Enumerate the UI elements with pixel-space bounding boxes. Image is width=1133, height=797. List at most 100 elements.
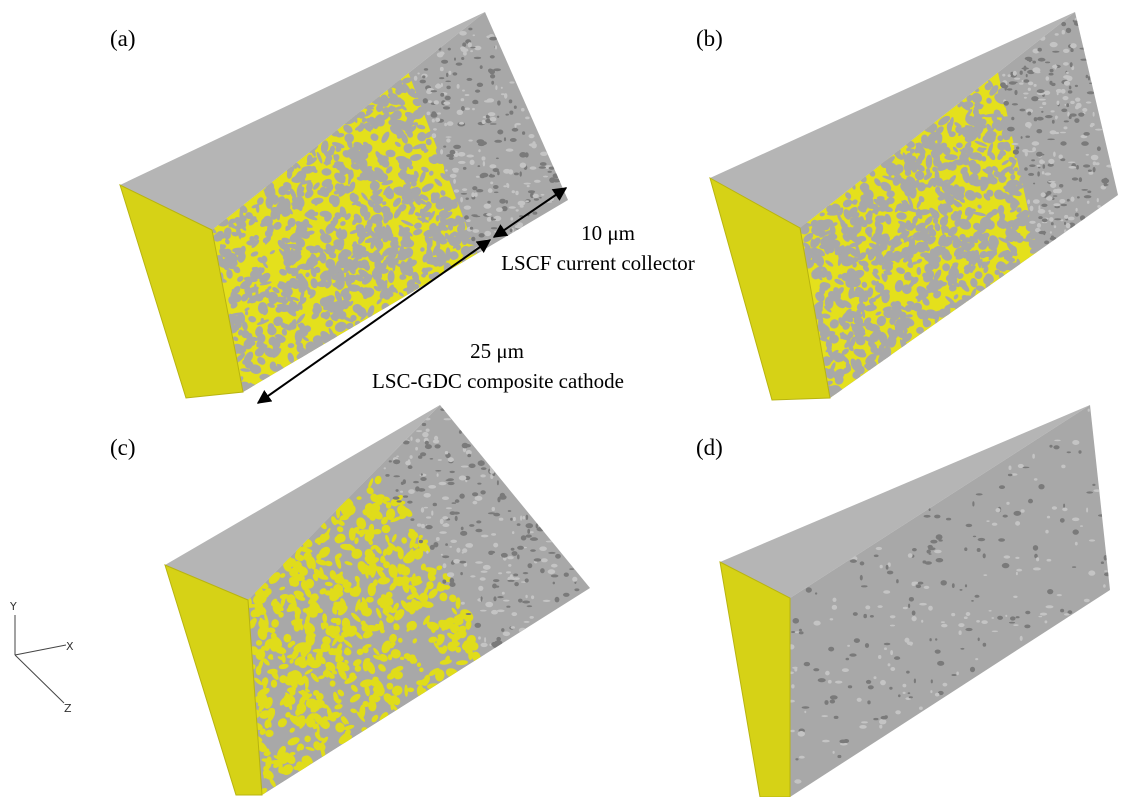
pore bbox=[430, 458, 434, 460]
pore bbox=[935, 650, 941, 654]
pore bbox=[464, 215, 469, 219]
pore bbox=[1088, 170, 1092, 172]
pore bbox=[465, 543, 473, 548]
pore bbox=[435, 118, 440, 122]
pore bbox=[943, 683, 948, 687]
pore bbox=[1027, 199, 1030, 204]
pore bbox=[1047, 516, 1050, 519]
pore bbox=[440, 408, 446, 411]
pore bbox=[421, 473, 423, 475]
pore bbox=[466, 155, 474, 158]
pore bbox=[921, 620, 923, 623]
pore bbox=[470, 575, 475, 577]
pore bbox=[504, 137, 506, 141]
pore bbox=[478, 165, 481, 167]
pore bbox=[992, 523, 998, 526]
pore bbox=[453, 559, 460, 564]
pore bbox=[866, 680, 871, 684]
pore bbox=[424, 507, 428, 509]
pore bbox=[1060, 518, 1065, 523]
pore bbox=[1010, 616, 1016, 620]
pore bbox=[1104, 555, 1108, 561]
pore bbox=[1045, 115, 1053, 118]
pore bbox=[1007, 88, 1013, 90]
pore bbox=[959, 630, 962, 635]
pore bbox=[1038, 48, 1042, 52]
pore bbox=[1087, 191, 1091, 194]
pore bbox=[459, 122, 464, 125]
pore bbox=[1061, 22, 1066, 26]
pore bbox=[1011, 143, 1018, 145]
pore bbox=[471, 214, 477, 216]
pore bbox=[494, 192, 499, 194]
sample-box bbox=[710, 12, 1118, 402]
pore bbox=[467, 454, 471, 458]
pore bbox=[1073, 529, 1079, 534]
pore bbox=[514, 106, 517, 109]
pore bbox=[432, 119, 435, 123]
pore bbox=[496, 207, 503, 212]
pore bbox=[1049, 217, 1053, 222]
pore bbox=[1013, 596, 1017, 598]
pore bbox=[999, 485, 1005, 489]
pore bbox=[507, 184, 509, 189]
pore bbox=[420, 80, 426, 84]
pore bbox=[507, 580, 514, 582]
pore bbox=[1064, 81, 1070, 86]
pore bbox=[496, 637, 501, 641]
pore bbox=[468, 28, 472, 31]
pore bbox=[1063, 504, 1065, 508]
pore bbox=[524, 183, 531, 185]
pore bbox=[502, 592, 505, 595]
pore bbox=[874, 676, 877, 679]
pore bbox=[539, 166, 546, 168]
pore bbox=[448, 457, 454, 462]
pore bbox=[489, 164, 496, 168]
pore bbox=[1059, 199, 1065, 203]
panel-label: (c) bbox=[110, 435, 136, 460]
pore bbox=[417, 523, 422, 526]
pore bbox=[439, 531, 446, 534]
pore bbox=[870, 615, 874, 618]
pore bbox=[492, 507, 495, 511]
pore bbox=[1066, 103, 1069, 107]
pore bbox=[830, 700, 835, 704]
pore bbox=[996, 508, 1001, 512]
pore bbox=[549, 167, 555, 170]
pore bbox=[478, 460, 485, 466]
pore bbox=[520, 205, 524, 208]
pore bbox=[514, 577, 520, 580]
pore bbox=[459, 561, 466, 564]
pore bbox=[1082, 108, 1087, 112]
pore bbox=[497, 100, 501, 105]
pore bbox=[435, 444, 441, 448]
pore bbox=[458, 161, 466, 164]
pore bbox=[493, 543, 498, 548]
pore bbox=[1015, 557, 1019, 559]
pore bbox=[1016, 569, 1022, 572]
pore bbox=[1030, 206, 1034, 212]
pore bbox=[456, 63, 463, 66]
pore bbox=[919, 603, 927, 606]
pore bbox=[1025, 57, 1033, 61]
pore bbox=[472, 186, 477, 190]
pore bbox=[445, 543, 448, 546]
pore bbox=[847, 645, 850, 647]
pore bbox=[517, 546, 524, 550]
pore bbox=[1104, 573, 1112, 577]
pore bbox=[997, 616, 1003, 620]
pore bbox=[407, 501, 412, 504]
pore bbox=[530, 166, 537, 169]
pore bbox=[491, 227, 498, 229]
pore bbox=[1019, 82, 1023, 84]
pore bbox=[427, 112, 431, 116]
pore bbox=[837, 755, 841, 758]
pore bbox=[485, 602, 493, 608]
pore bbox=[1087, 201, 1090, 204]
pore bbox=[793, 618, 800, 624]
pore bbox=[965, 584, 967, 587]
pore bbox=[551, 574, 559, 577]
axis-x: X bbox=[66, 640, 74, 653]
pore bbox=[501, 87, 503, 89]
pore bbox=[531, 595, 534, 599]
